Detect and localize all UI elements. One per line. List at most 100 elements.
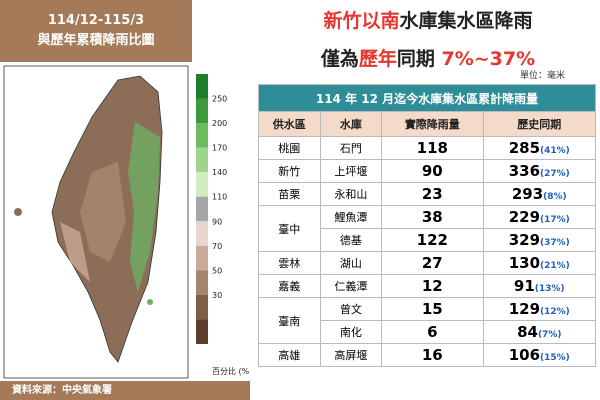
table-title-row: 114 年 12 月迄今水庫集水區累計降雨量 xyxy=(258,84,596,112)
colorbar-label: 140 xyxy=(212,168,227,177)
colorbar-segment xyxy=(196,270,208,295)
history-cell: 84(7%) xyxy=(482,320,597,344)
map-area xyxy=(80,162,126,262)
rainfall: 90 xyxy=(381,159,484,183)
history-cell: 293(8%) xyxy=(482,182,597,206)
colorbar-segment xyxy=(196,245,208,271)
map-area xyxy=(60,222,90,282)
island xyxy=(147,299,153,305)
headline-range: 7%~37% xyxy=(441,48,536,70)
reservoir: 德基 xyxy=(319,228,383,252)
history-cell: 285(41%) xyxy=(482,136,597,160)
percent: (17%) xyxy=(540,215,570,225)
colorbar-label: 90 xyxy=(212,217,222,226)
colorbar-label: 250 xyxy=(212,95,227,104)
colorbar-segment xyxy=(196,294,208,320)
region: 臺中 xyxy=(258,205,321,252)
column-header: 歷史同期 xyxy=(482,111,597,137)
reservoir: 石門 xyxy=(319,136,383,160)
rainfall: 122 xyxy=(381,228,484,252)
colorbar-segment xyxy=(196,221,208,246)
reservoir: 湖山 xyxy=(319,251,383,275)
table-row: 嘉義 仁義潭 12 91(13%) xyxy=(258,274,597,298)
table-title: 114 年 12 月迄今水庫集水區累計降雨量 xyxy=(258,84,596,112)
history-cell: 329(37%) xyxy=(482,228,597,252)
island xyxy=(14,208,22,216)
history: 293 xyxy=(511,185,544,203)
region: 雲林 xyxy=(258,251,321,275)
percent: (15%) xyxy=(540,353,570,363)
colorbar-segment xyxy=(196,123,208,148)
table-row: 臺中 鯉魚潭 38 229(17%) xyxy=(258,205,597,252)
table-row: 桃園 石門 118 285(41%) xyxy=(258,136,597,160)
reservoir: 鯉魚潭 xyxy=(319,205,383,229)
source: 資料來源：中央氣象署 xyxy=(0,381,250,400)
table-row: 新竹 上坪堰 90 336(27%) xyxy=(258,159,597,183)
history-cell: 130(21%) xyxy=(482,251,597,275)
rainfall: 118 xyxy=(381,136,484,160)
percent: (8%) xyxy=(543,192,567,202)
region: 苗栗 xyxy=(258,182,321,206)
colorbar-segment xyxy=(196,319,208,344)
percent: (7%) xyxy=(537,330,562,340)
table-row: 雲林 湖山 27 130(21%) xyxy=(258,251,597,275)
headline-red: 歷年 xyxy=(358,48,397,70)
headline-red: 新竹以南 xyxy=(323,10,400,32)
rainfall: 27 xyxy=(381,251,484,275)
percent: (37%) xyxy=(540,238,570,248)
colorbar-segment xyxy=(196,196,208,222)
percent: (21%) xyxy=(540,261,570,271)
history: 130 xyxy=(508,254,541,272)
reservoir: 南化 xyxy=(319,320,383,344)
history-cell: 229(17%) xyxy=(482,205,597,229)
rainfall: 16 xyxy=(381,343,484,367)
history-cell: 336(27%) xyxy=(482,159,597,183)
colorbar-segment xyxy=(196,74,208,99)
headline: 新竹以南水庫集水區降雨 xyxy=(258,6,598,33)
region: 桃園 xyxy=(258,136,321,160)
colorbar-segment xyxy=(196,172,208,197)
column-header: 供水區 xyxy=(258,111,321,137)
table-row: 高雄 高屏堰 16 106(15%) xyxy=(258,343,597,367)
percent: (13%) xyxy=(534,284,565,294)
reservoir: 高屏堰 xyxy=(319,343,383,367)
percent: (27%) xyxy=(540,169,570,179)
map-area xyxy=(128,122,160,292)
rainfall: 23 xyxy=(381,182,484,206)
reservoir: 仁義潭 xyxy=(319,274,383,298)
percent: (12%) xyxy=(540,307,570,317)
unit: 單位：毫米 xyxy=(520,71,566,81)
rainfall: 38 xyxy=(381,205,484,229)
headline-text: 水庫集水區降雨 xyxy=(399,10,533,32)
map-header: 114/12-115/3 與歷年累積降雨比圖 xyxy=(0,0,192,62)
colorbar-label: 170 xyxy=(212,144,227,153)
rainfall: 12 xyxy=(381,274,484,298)
colorbar-label: 110 xyxy=(212,193,227,202)
table-row: 苗栗 永和山 23 293(8%) xyxy=(258,182,597,206)
rainfall: 15 xyxy=(381,297,484,321)
history: 84 xyxy=(517,323,538,341)
history: 106 xyxy=(508,346,541,364)
region: 新竹 xyxy=(258,159,321,183)
history: 91 xyxy=(513,277,535,295)
headline-text: 同期 xyxy=(396,48,435,70)
map-header-line: 與歷年累積降雨比圖 xyxy=(37,33,155,48)
column-header: 水庫 xyxy=(319,111,383,137)
history-cell: 91(13%) xyxy=(482,274,597,298)
percent: (41%) xyxy=(540,146,570,156)
reservoir: 曾文 xyxy=(319,297,383,321)
region: 嘉義 xyxy=(258,274,321,298)
history: 336 xyxy=(508,162,541,180)
history-cell: 106(15%) xyxy=(482,343,597,367)
colorbar-label: 30 xyxy=(212,291,222,300)
column-header: 實際降雨量 xyxy=(381,111,484,137)
map-header-line: 114/12-115/3 xyxy=(47,13,145,28)
region: 高雄 xyxy=(258,343,321,367)
rainfall: 6 xyxy=(381,320,484,344)
reservoir: 永和山 xyxy=(319,182,383,206)
colorbar-unit: 百分比 (%) xyxy=(212,366,250,376)
table-row: 臺南 曾文 15 129(12%) xyxy=(258,297,597,344)
map: 250 200 170 140 110 90 70 50 30 百分比 (%) xyxy=(3,65,250,379)
colorbar-segment xyxy=(196,98,208,124)
